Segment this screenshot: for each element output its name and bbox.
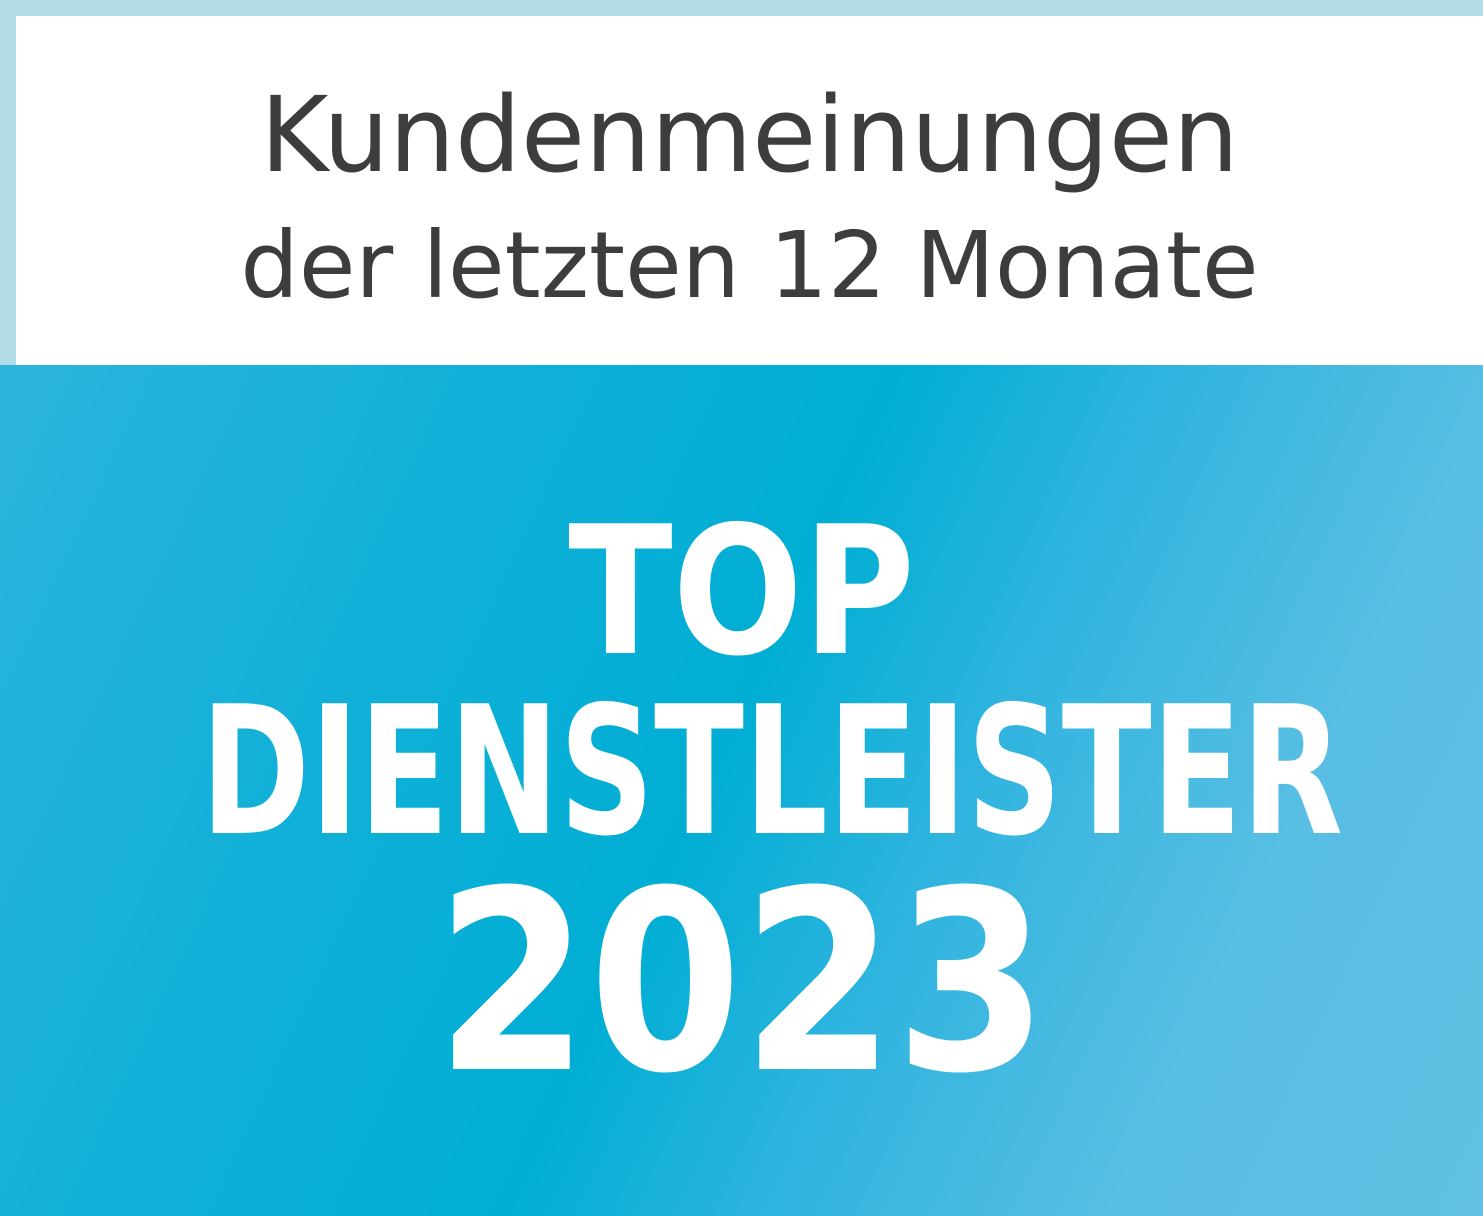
header-subtitle: der letzten 12 Monate: [240, 212, 1259, 319]
header-title: Kundenmeinungen: [260, 74, 1239, 196]
badge-top: TOP: [0, 497, 1483, 687]
badge-dienstleister: DIENSTLEISTER: [0, 677, 1483, 867]
badge-dienstleister-text: DIENSTLEISTER: [200, 668, 1344, 875]
badge-year-text: 2023: [435, 837, 1048, 1128]
badge-year: 2023: [0, 853, 1483, 1113]
badge-panel: TOP DIENSTLEISTER 2023: [0, 365, 1483, 1216]
header-panel: Kundenmeinungen der letzten 12 Monate: [16, 16, 1483, 365]
badge-top-text: TOP: [568, 488, 915, 695]
